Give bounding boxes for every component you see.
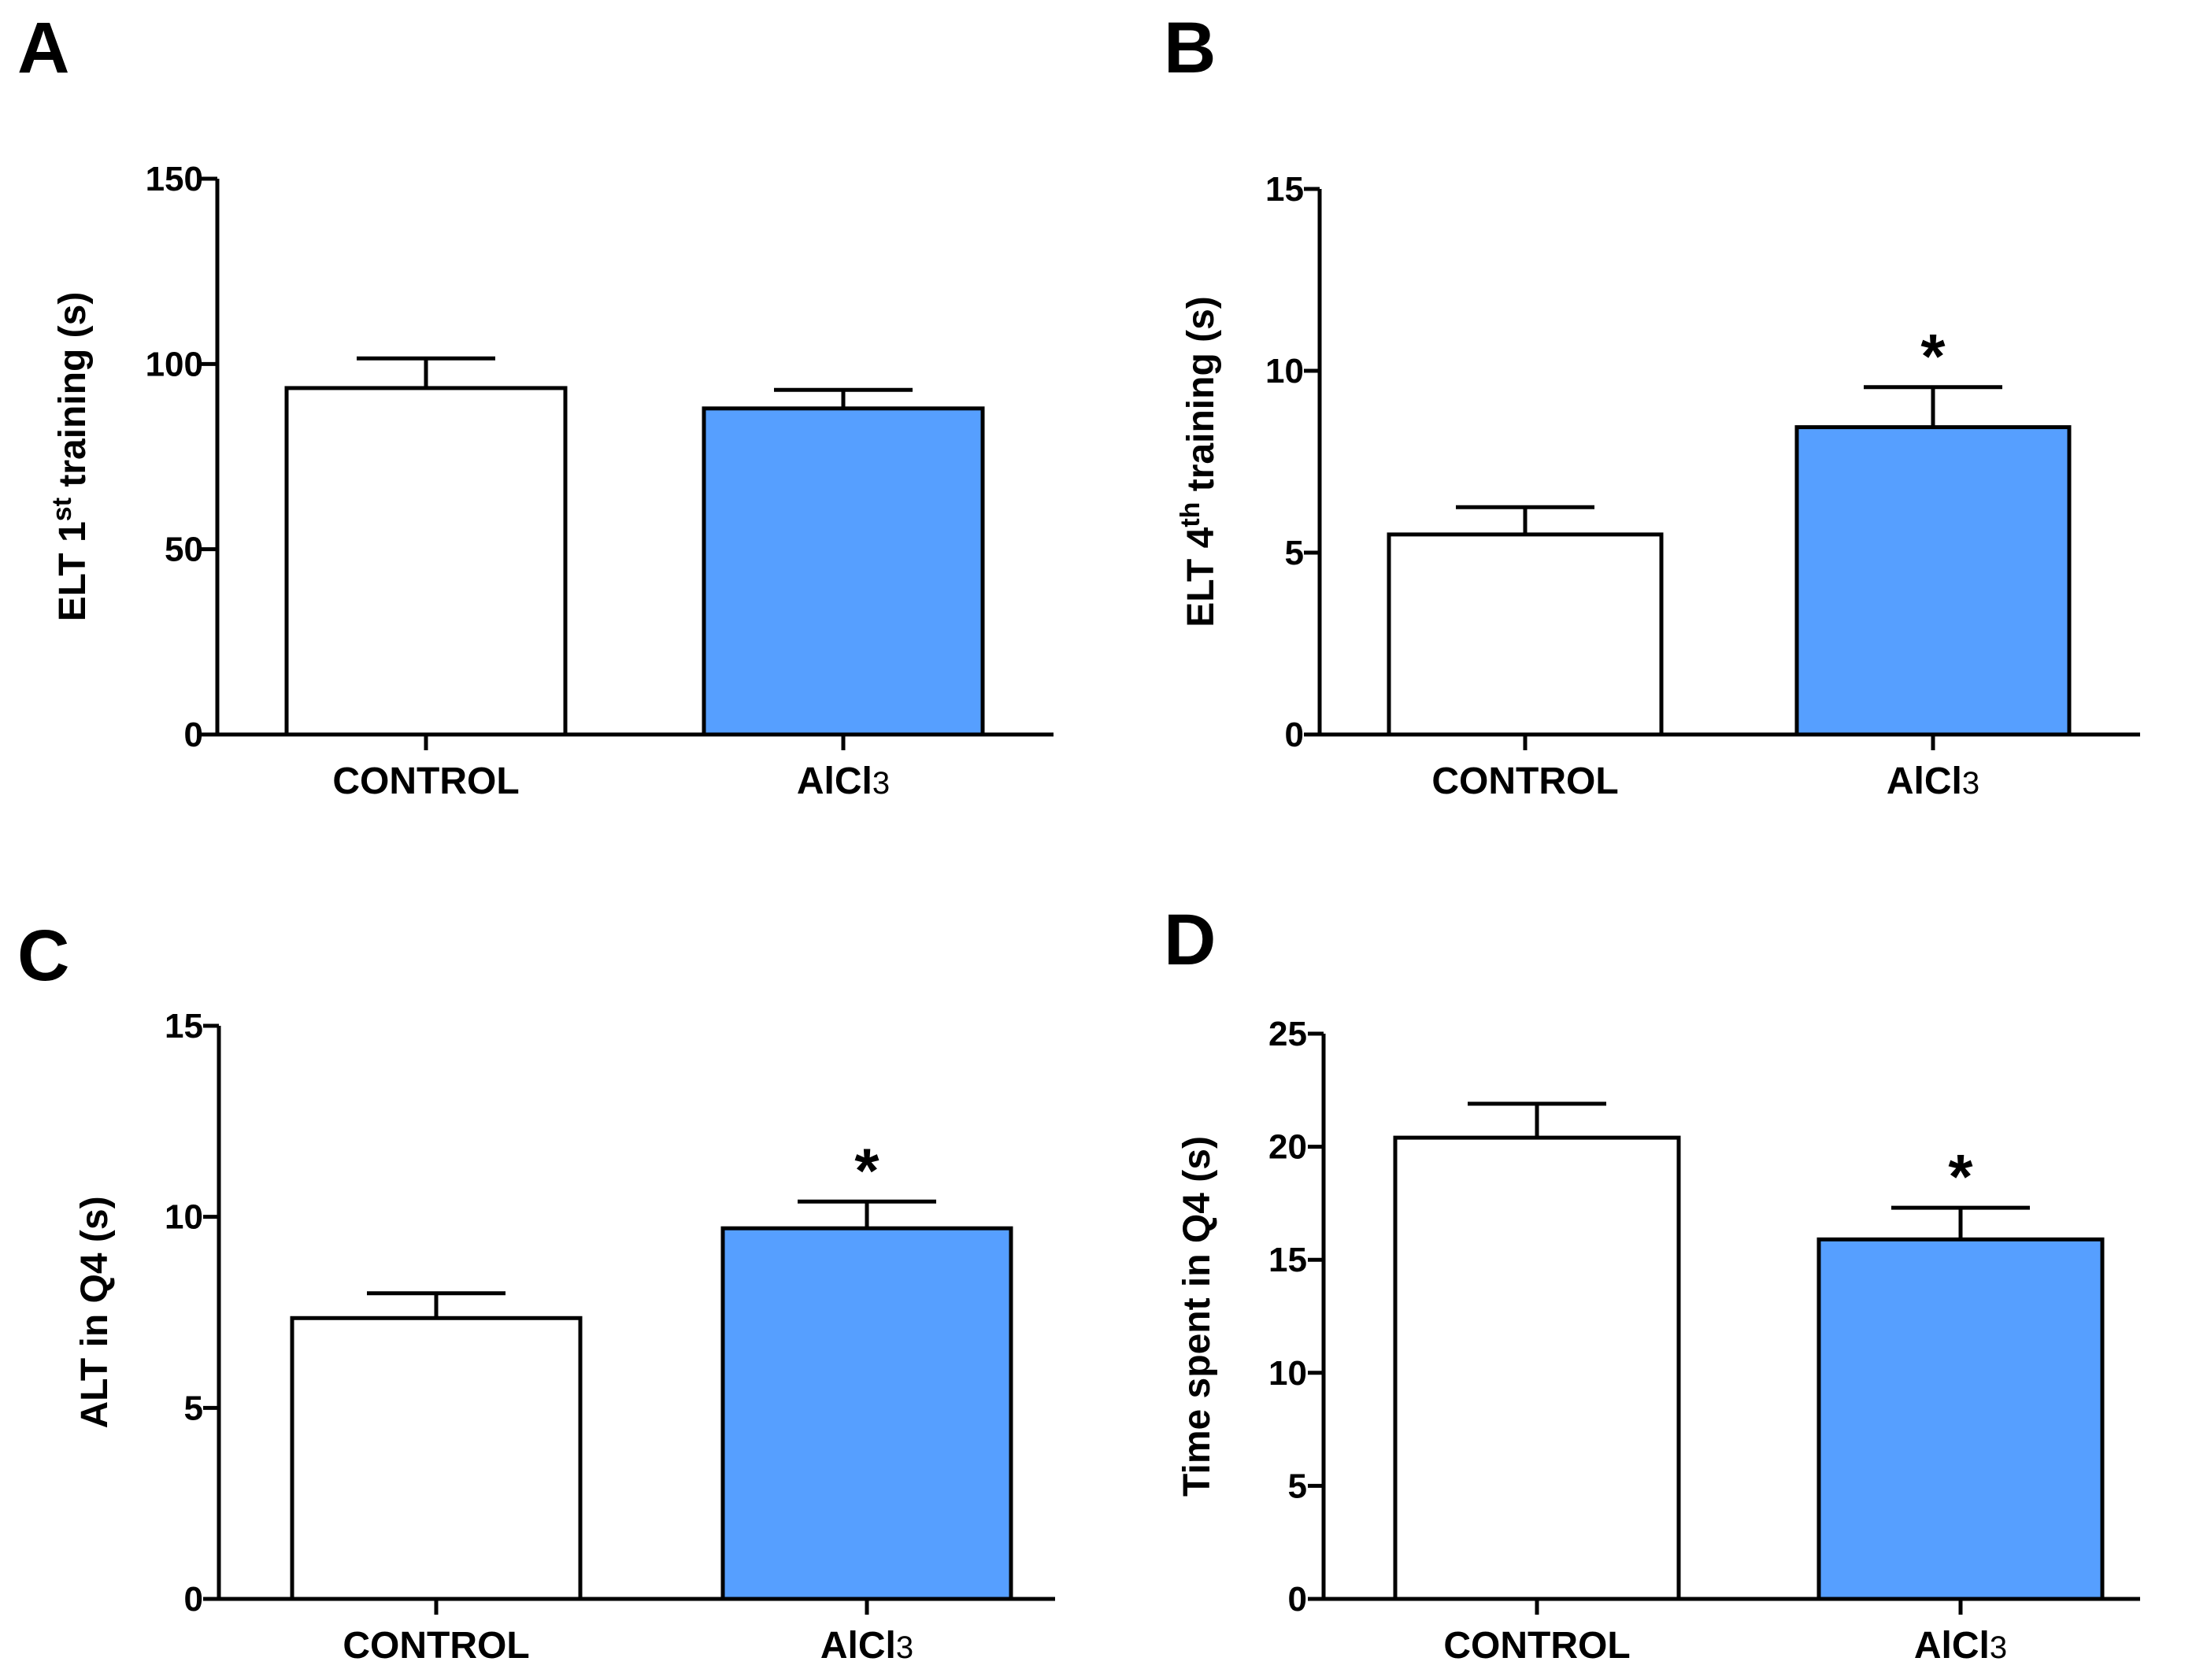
y-tick-label: 0 — [1285, 716, 1304, 754]
bar-alcl3 — [1816, 1237, 2105, 1601]
significance-marker: * — [1920, 321, 1946, 391]
bar-control — [290, 1316, 583, 1601]
y-tick-label: 0 — [184, 716, 203, 754]
bar-control — [1387, 532, 1664, 737]
panel-letter: C — [17, 916, 69, 996]
panel-b: B 0 5 10 15 CONTROL AlCl3 * ELT 4th training (s) — [1164, 8, 2140, 802]
panel-letter: B — [1164, 8, 1216, 88]
bar-control — [1393, 1135, 1681, 1601]
y-tick-label: 5 — [184, 1389, 203, 1427]
y-tick-label: 5 — [1285, 534, 1304, 572]
panel-a: A 0 50 100 150 CONTROL AlCl3 ELT 1st training (… — [17, 8, 1054, 802]
bar-control — [284, 386, 568, 737]
panel-d: D 0 5 10 15 20 25 CONTROL AlCl3 * Time spent in Q4… — [1164, 900, 2140, 1667]
bar-alcl3 — [1794, 425, 2072, 737]
x-category-label: AlCl3 — [820, 1625, 913, 1667]
y-axis-title: Time spent in Q4 (s) — [1176, 1136, 1218, 1497]
panel-letter: A — [17, 8, 69, 88]
y-tick-label: 0 — [1288, 1580, 1307, 1619]
y-tick-label: 5 — [1288, 1467, 1307, 1505]
y-axis-title: ALT in Q4 (s) — [74, 1196, 116, 1428]
x-category-label: CONTROL — [1431, 760, 1618, 802]
bar-alcl3 — [702, 406, 985, 737]
y-tick-label: 100 — [146, 345, 203, 383]
x-category-label: AlCl3 — [797, 760, 890, 802]
y-axis-title: ELT 1st training (s) — [47, 292, 94, 622]
x-category-label: CONTROL — [1443, 1625, 1630, 1667]
y-tick-label: 10 — [1268, 1354, 1307, 1393]
y-tick-label: 150 — [146, 160, 203, 198]
significance-marker: * — [1948, 1142, 1973, 1212]
y-tick-label: 10 — [1265, 352, 1304, 390]
significance-marker: * — [854, 1135, 880, 1205]
x-category-label: AlCl3 — [1887, 760, 1979, 802]
y-tick-label: 0 — [184, 1580, 203, 1619]
panel-letter: D — [1164, 900, 1216, 980]
y-tick-label: 15 — [165, 1007, 203, 1045]
y-tick-label: 50 — [165, 531, 203, 569]
y-tick-label: 25 — [1268, 1015, 1307, 1053]
panel-c: C 0 5 10 15 CONTROL AlCl3 * ALT in Q4 (s) — [17, 916, 1055, 1667]
y-tick-label: 20 — [1268, 1128, 1307, 1167]
x-category-label: CONTROL — [332, 760, 519, 802]
y-axis-title: ELT 4th training (s) — [1176, 296, 1222, 627]
bar-alcl3 — [720, 1226, 1013, 1601]
x-category-label: AlCl3 — [1914, 1625, 2007, 1667]
y-tick-label: 15 — [1265, 170, 1304, 209]
y-tick-label: 10 — [165, 1198, 203, 1237]
y-tick-label: 15 — [1268, 1241, 1307, 1279]
x-category-label: CONTROL — [343, 1625, 529, 1667]
